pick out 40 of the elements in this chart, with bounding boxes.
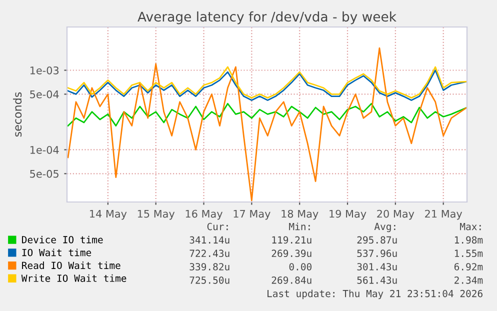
text: 0.00 [289,263,312,270]
text: 269.84u [272,276,312,284]
text: 6.92m [454,263,483,270]
text: Cur: [207,222,228,230]
x-tick-label: 19 May [330,210,366,220]
y-tick-label: 5e-05 [30,170,58,178]
text: 1.55m [454,250,483,258]
text: 725.50u [190,276,230,284]
x-tick-label: 21 May [425,210,462,220]
text: 2.34m [454,276,483,284]
x-tick-label: 14 May [90,210,127,220]
text: 1.98m [454,236,483,244]
text: Last update: Thu May 21 23:51:04 2026 [268,290,482,300]
text: 722.43u [190,250,230,258]
text: 295.87u [357,236,397,244]
text: 561.43u [357,276,397,284]
x-tick-label: 16 May [186,210,222,220]
text: Max: [460,223,481,230]
text: Min: [289,222,310,230]
text: 339.82u [190,263,230,270]
legend-label: Device IO time [22,236,103,244]
y-tick-label: 5e-04 [30,90,59,98]
x-tick-label: 18 May [282,210,318,220]
line-series [67,102,467,126]
y-tick-label: 1e-03 [30,66,59,74]
chart-title: Average latency for /dev/vda - by week [138,11,396,24]
text: Avg: [374,222,396,232]
x-tick-label: 20 May [377,210,414,220]
legend-label: Read IO Wait time [22,262,120,270]
text: 269.39u [272,250,312,258]
text: 119.21u [272,236,312,244]
text: 341.14u [190,236,230,244]
x-tick-label: 17 May [234,210,270,220]
legend-label: Write IO Wait time [21,274,126,282]
legend-label: IO Wait time [22,248,92,256]
y-tick-label: 1e-04 [30,146,59,154]
text: 301.43u [357,263,397,270]
text: 537.96u [357,250,397,258]
x-tick-label: 15 May [138,210,175,220]
y-axis-title: seconds [13,92,22,137]
